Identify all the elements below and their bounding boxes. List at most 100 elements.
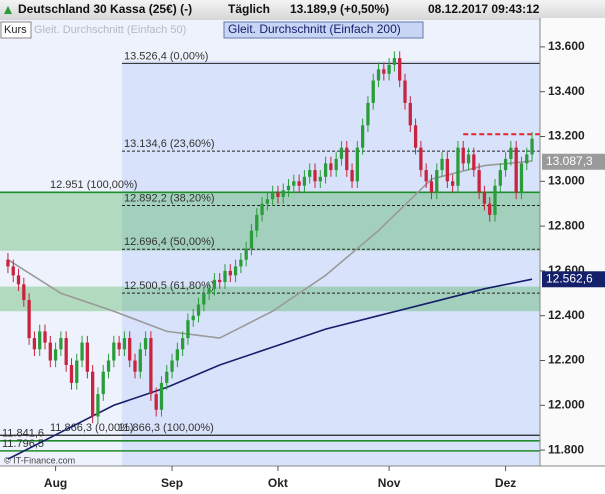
- candle-body: [371, 80, 375, 103]
- candle-body: [302, 176, 307, 186]
- moving-average: [7, 160, 533, 339]
- candle-body: [91, 371, 95, 417]
- candle-body: [59, 338, 63, 350]
- candle-body: [318, 176, 322, 182]
- source: © IT-Finance.com: [4, 455, 75, 465]
- x-tick-label: Aug: [44, 476, 67, 490]
- candle-body: [69, 364, 74, 383]
- candle-body: [170, 360, 174, 372]
- candle-body: [223, 270, 227, 283]
- candle-body: [376, 69, 381, 81]
- candle-body: [218, 279, 222, 283]
- candle-body: [80, 342, 84, 361]
- candle-body: [323, 163, 328, 177]
- candle-body: [493, 185, 497, 215]
- candle-body: [329, 163, 333, 171]
- up-icon: [4, 6, 12, 14]
- y-tick-label: 11.800: [548, 442, 584, 456]
- candle-body: [228, 270, 232, 276]
- zone: [0, 286, 540, 312]
- candle-body: [313, 170, 317, 182]
- candle-body: [159, 382, 164, 410]
- candle-body: [387, 64, 391, 74]
- fib-area: [122, 61, 540, 466]
- candle-body: [461, 147, 465, 164]
- candle-body: [413, 125, 418, 148]
- zone: [0, 192, 540, 251]
- y-tick-label: 12.400: [548, 308, 585, 322]
- candle-body: [260, 203, 264, 215]
- candle-body: [451, 181, 455, 186]
- candle-body: [398, 58, 402, 81]
- candle-body: [133, 360, 137, 372]
- x-tick-label: Nov: [378, 476, 401, 490]
- candle-body: [38, 331, 42, 350]
- candle-body: [419, 147, 423, 171]
- level-label: 11.866,3 (100,00%): [118, 422, 214, 434]
- candle-body: [106, 360, 111, 372]
- y-tick-label: 12.800: [548, 218, 585, 232]
- candle-body: [477, 170, 481, 193]
- level-label: 12.892,2 (38,20%): [124, 192, 215, 204]
- legend-entry: Gleit. Durchschnitt (Einfach 200): [228, 22, 401, 36]
- candle-body: [6, 259, 10, 267]
- legend-entry: Gleit. Durchschnitt (Einfach 50): [34, 24, 186, 36]
- candle-body: [308, 170, 312, 177]
- candle-body: [27, 300, 31, 339]
- candle-body: [128, 338, 132, 361]
- candle-body: [101, 371, 105, 395]
- level-label: 12.951 (100,00%): [50, 179, 137, 191]
- candle-body: [85, 342, 89, 372]
- candle-body: [509, 147, 513, 159]
- candle-body: [265, 199, 269, 204]
- legend-box: [0, 21, 32, 39]
- candle-body: [149, 338, 153, 395]
- candle-body: [233, 266, 238, 276]
- candle-body: [207, 288, 211, 294]
- candle-body: [43, 331, 47, 343]
- candle-body: [53, 349, 58, 361]
- candle-body: [181, 338, 185, 350]
- candle-body: [11, 266, 15, 276]
- candle-body: [408, 102, 412, 126]
- candle-body: [16, 275, 21, 285]
- candle-body: [276, 192, 280, 197]
- candle-body: [175, 349, 179, 361]
- price-tag: [542, 271, 605, 288]
- level-label: 11.841,6: [2, 428, 44, 440]
- candle-body: [297, 181, 301, 186]
- candle-body: [440, 158, 444, 171]
- y-tick-label: 13.000: [548, 173, 585, 187]
- candle-body: [466, 154, 471, 164]
- candle-body: [424, 170, 428, 182]
- candle-body: [292, 181, 296, 186]
- y-axis-panel: [540, 18, 605, 466]
- candle-body: [456, 147, 460, 186]
- legend-box: [223, 21, 424, 39]
- last-price: 13.189,9 (+0,50%): [290, 2, 389, 16]
- level-label: 11.866,3 (0,00%): [50, 422, 134, 434]
- candle-body: [196, 304, 201, 316]
- y-tick-label: 13.200: [548, 129, 585, 143]
- candle-body: [48, 342, 52, 361]
- instrument-title: Deutschland 30 Kassa (25€) (-): [18, 2, 192, 16]
- level-label: 13.134,6 (23,60%): [124, 138, 215, 150]
- candle-body: [154, 394, 158, 410]
- candle-body: [482, 192, 487, 204]
- candle-body: [355, 147, 359, 182]
- price-tag-label: 13.087,3: [546, 154, 593, 168]
- candle-body: [392, 58, 397, 65]
- candle-body: [96, 394, 100, 417]
- candle-body: [361, 125, 365, 148]
- x-tick-label: Sep: [161, 476, 183, 490]
- candle-body: [503, 158, 508, 171]
- candle-body: [334, 158, 338, 171]
- y-tick-label: 12.000: [548, 397, 585, 411]
- candle-body: [244, 248, 248, 260]
- candle-body: [186, 320, 190, 339]
- candle-body: [514, 147, 518, 193]
- interval: Täglich: [228, 2, 270, 16]
- candle-body: [488, 203, 492, 215]
- level-label: 13.526,4 (0,00%): [124, 50, 208, 62]
- level-label: 12.696,4 (50,00%): [124, 236, 215, 248]
